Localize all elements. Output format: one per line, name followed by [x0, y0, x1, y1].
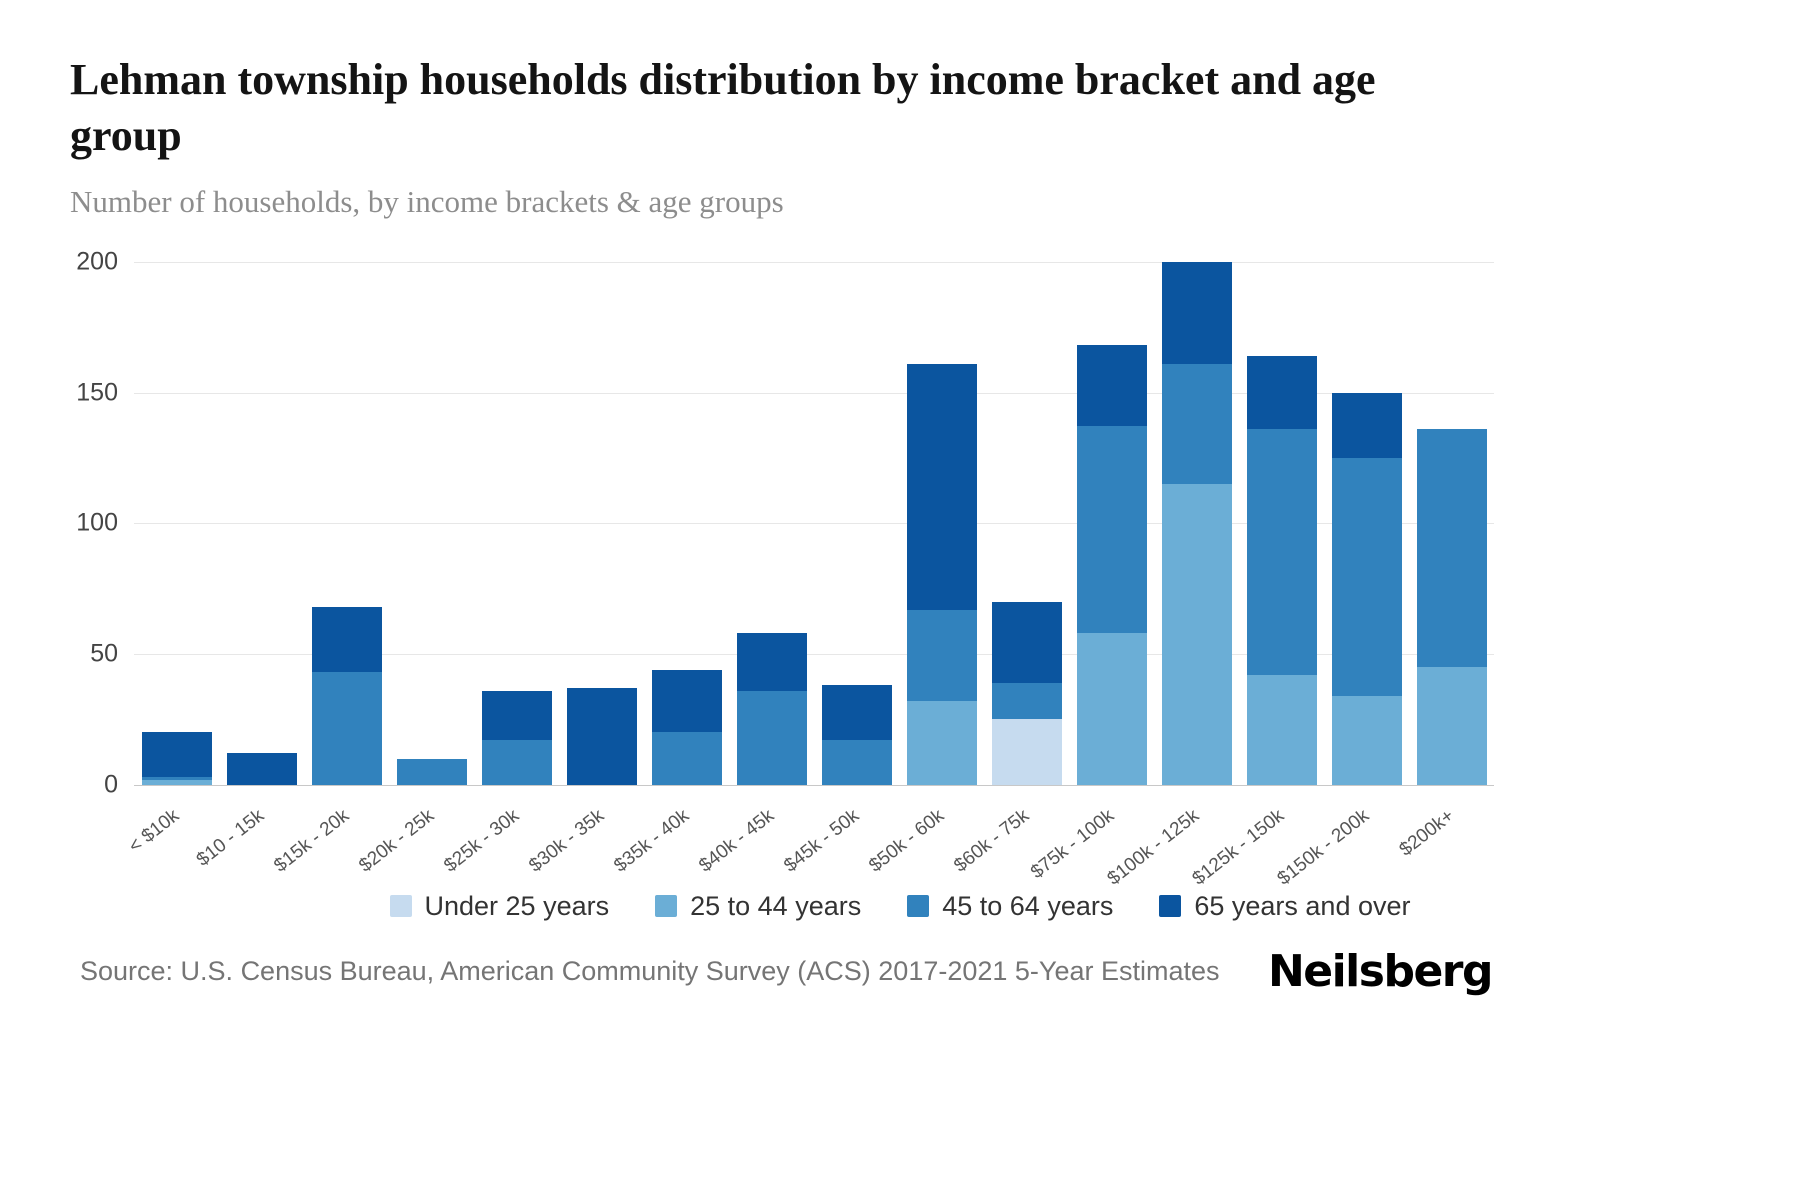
- legend-label: 65 years and over: [1194, 890, 1411, 921]
- bar-segment[interactable]: [736, 690, 807, 785]
- bar-segment[interactable]: [651, 669, 722, 733]
- bar-segment[interactable]: [651, 732, 722, 785]
- bar-segment[interactable]: [1246, 355, 1317, 430]
- legend-label: 45 to 64 years: [942, 890, 1114, 921]
- bar-segment[interactable]: [991, 719, 1062, 785]
- chart-footer: Source: U.S. Census Bureau, American Com…: [80, 945, 1494, 997]
- legend-item[interactable]: 25 to 44 years: [655, 891, 861, 922]
- bar-segment[interactable]: [481, 740, 552, 785]
- legend-swatch: [655, 895, 678, 918]
- gridline: [134, 392, 1494, 394]
- gridline: [134, 654, 1494, 655]
- bar-segment[interactable]: [906, 363, 977, 610]
- bar-segment[interactable]: [141, 732, 212, 777]
- bar-segment[interactable]: [396, 758, 467, 785]
- bar-segment[interactable]: [1246, 429, 1317, 675]
- bar-segment[interactable]: [1331, 457, 1402, 696]
- bar-segment[interactable]: [1076, 633, 1147, 785]
- y-axis-tick-label: 150: [76, 378, 118, 406]
- bar-segment[interactable]: [481, 690, 552, 741]
- source-note: Source: U.S. Census Bureau, American Com…: [80, 955, 1220, 986]
- bar-segment[interactable]: [1331, 392, 1402, 458]
- stacked-bar-chart: 0 50 100 150 200 < $10k $10 - 15k $15k - 20k $2…: [70, 247, 1800, 889]
- gridline: [134, 261, 1494, 263]
- bar-segment[interactable]: [141, 779, 212, 785]
- bar-segment[interactable]: [1161, 261, 1232, 364]
- bar-segment[interactable]: [1331, 695, 1402, 785]
- bar-segment[interactable]: [1416, 667, 1487, 785]
- y-axis-tick-label: 0: [104, 770, 118, 799]
- bar-segment[interactable]: [566, 687, 637, 785]
- y-axis: 0 50 100 150 200: [70, 247, 124, 798]
- bar-segment[interactable]: [991, 601, 1062, 683]
- legend-item[interactable]: Under 25 years: [389, 890, 610, 922]
- legend-swatch: [1159, 895, 1182, 918]
- chart-legend: Under 25 years 25 to 44 years 45 to 64 yea…: [0, 891, 1800, 922]
- bar-segment[interactable]: [141, 776, 212, 780]
- x-axis: < $10k $10 - 15k $15k - 20k $20k - 25k $25k …: [124, 785, 1494, 889]
- y-axis-tick-label: 200: [76, 247, 118, 276]
- gridline: [134, 784, 1494, 786]
- bar-segment[interactable]: [226, 753, 297, 785]
- bar-segment[interactable]: [1161, 484, 1232, 785]
- page-subtitle: Number of households, by income brackets…: [70, 183, 784, 219]
- legend-item[interactable]: 45 to 64 years: [907, 891, 1113, 922]
- bar-segment[interactable]: [1076, 426, 1147, 634]
- bar-segment[interactable]: [1416, 429, 1487, 668]
- bar-segment[interactable]: [311, 672, 382, 785]
- plot-area: [134, 261, 1494, 786]
- bar-segment[interactable]: [906, 701, 977, 785]
- gridline: [134, 523, 1494, 525]
- bar-segment[interactable]: [1076, 345, 1147, 427]
- legend-label: Under 25 years: [424, 890, 610, 921]
- brand-logo: Neilsberg: [1267, 945, 1494, 997]
- bar-segment[interactable]: [821, 685, 892, 741]
- legend-swatch: [907, 895, 930, 918]
- bar-segment[interactable]: [906, 609, 977, 702]
- bar-segment[interactable]: [991, 682, 1062, 720]
- bar-segment[interactable]: [736, 633, 807, 691]
- bar-segment[interactable]: [311, 606, 382, 673]
- legend-item[interactable]: 65 years and over: [1159, 890, 1411, 922]
- legend-swatch: [389, 895, 412, 918]
- y-axis-tick-label: 100: [76, 508, 118, 537]
- bar-segment[interactable]: [821, 740, 892, 785]
- page-title: Lehman township households distribution …: [70, 55, 1376, 160]
- legend-label: 25 to 44 years: [690, 890, 862, 921]
- bar-segment[interactable]: [1161, 363, 1232, 485]
- bar-segment[interactable]: [1246, 674, 1317, 785]
- y-axis-tick-label: 50: [90, 639, 118, 668]
